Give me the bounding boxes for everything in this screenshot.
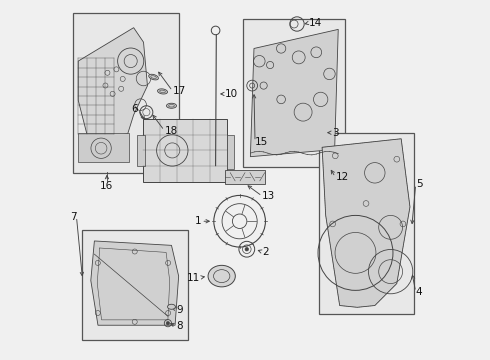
Circle shape <box>245 247 248 251</box>
Text: 4: 4 <box>416 287 422 297</box>
Bar <box>82 230 188 339</box>
Bar <box>227 135 234 169</box>
Text: 9: 9 <box>176 305 183 315</box>
Text: 2: 2 <box>262 247 269 257</box>
Text: 6: 6 <box>131 104 138 114</box>
Ellipse shape <box>167 103 176 108</box>
Text: 11: 11 <box>187 273 200 283</box>
Bar <box>137 135 145 166</box>
Text: 14: 14 <box>309 18 322 28</box>
Text: 3: 3 <box>332 128 339 138</box>
Bar <box>318 134 414 315</box>
Bar <box>143 119 227 182</box>
Bar <box>225 170 265 184</box>
Text: 5: 5 <box>416 179 422 189</box>
Bar <box>78 133 128 162</box>
Polygon shape <box>322 139 410 307</box>
Polygon shape <box>78 28 147 140</box>
Polygon shape <box>250 30 338 157</box>
Polygon shape <box>91 241 179 325</box>
Bar <box>73 13 179 173</box>
Text: 8: 8 <box>176 321 183 331</box>
Text: 1: 1 <box>195 216 201 226</box>
Text: 12: 12 <box>335 172 348 182</box>
Text: 16: 16 <box>100 181 114 191</box>
Ellipse shape <box>148 74 158 80</box>
Ellipse shape <box>208 265 235 287</box>
Ellipse shape <box>168 304 175 309</box>
Text: 17: 17 <box>172 86 186 96</box>
Text: 7: 7 <box>70 212 76 221</box>
Text: 13: 13 <box>262 191 275 201</box>
Circle shape <box>166 321 170 325</box>
Text: 18: 18 <box>164 126 177 135</box>
Ellipse shape <box>158 89 168 94</box>
Text: 10: 10 <box>225 89 239 99</box>
Bar <box>243 19 345 167</box>
Text: 15: 15 <box>255 137 269 147</box>
